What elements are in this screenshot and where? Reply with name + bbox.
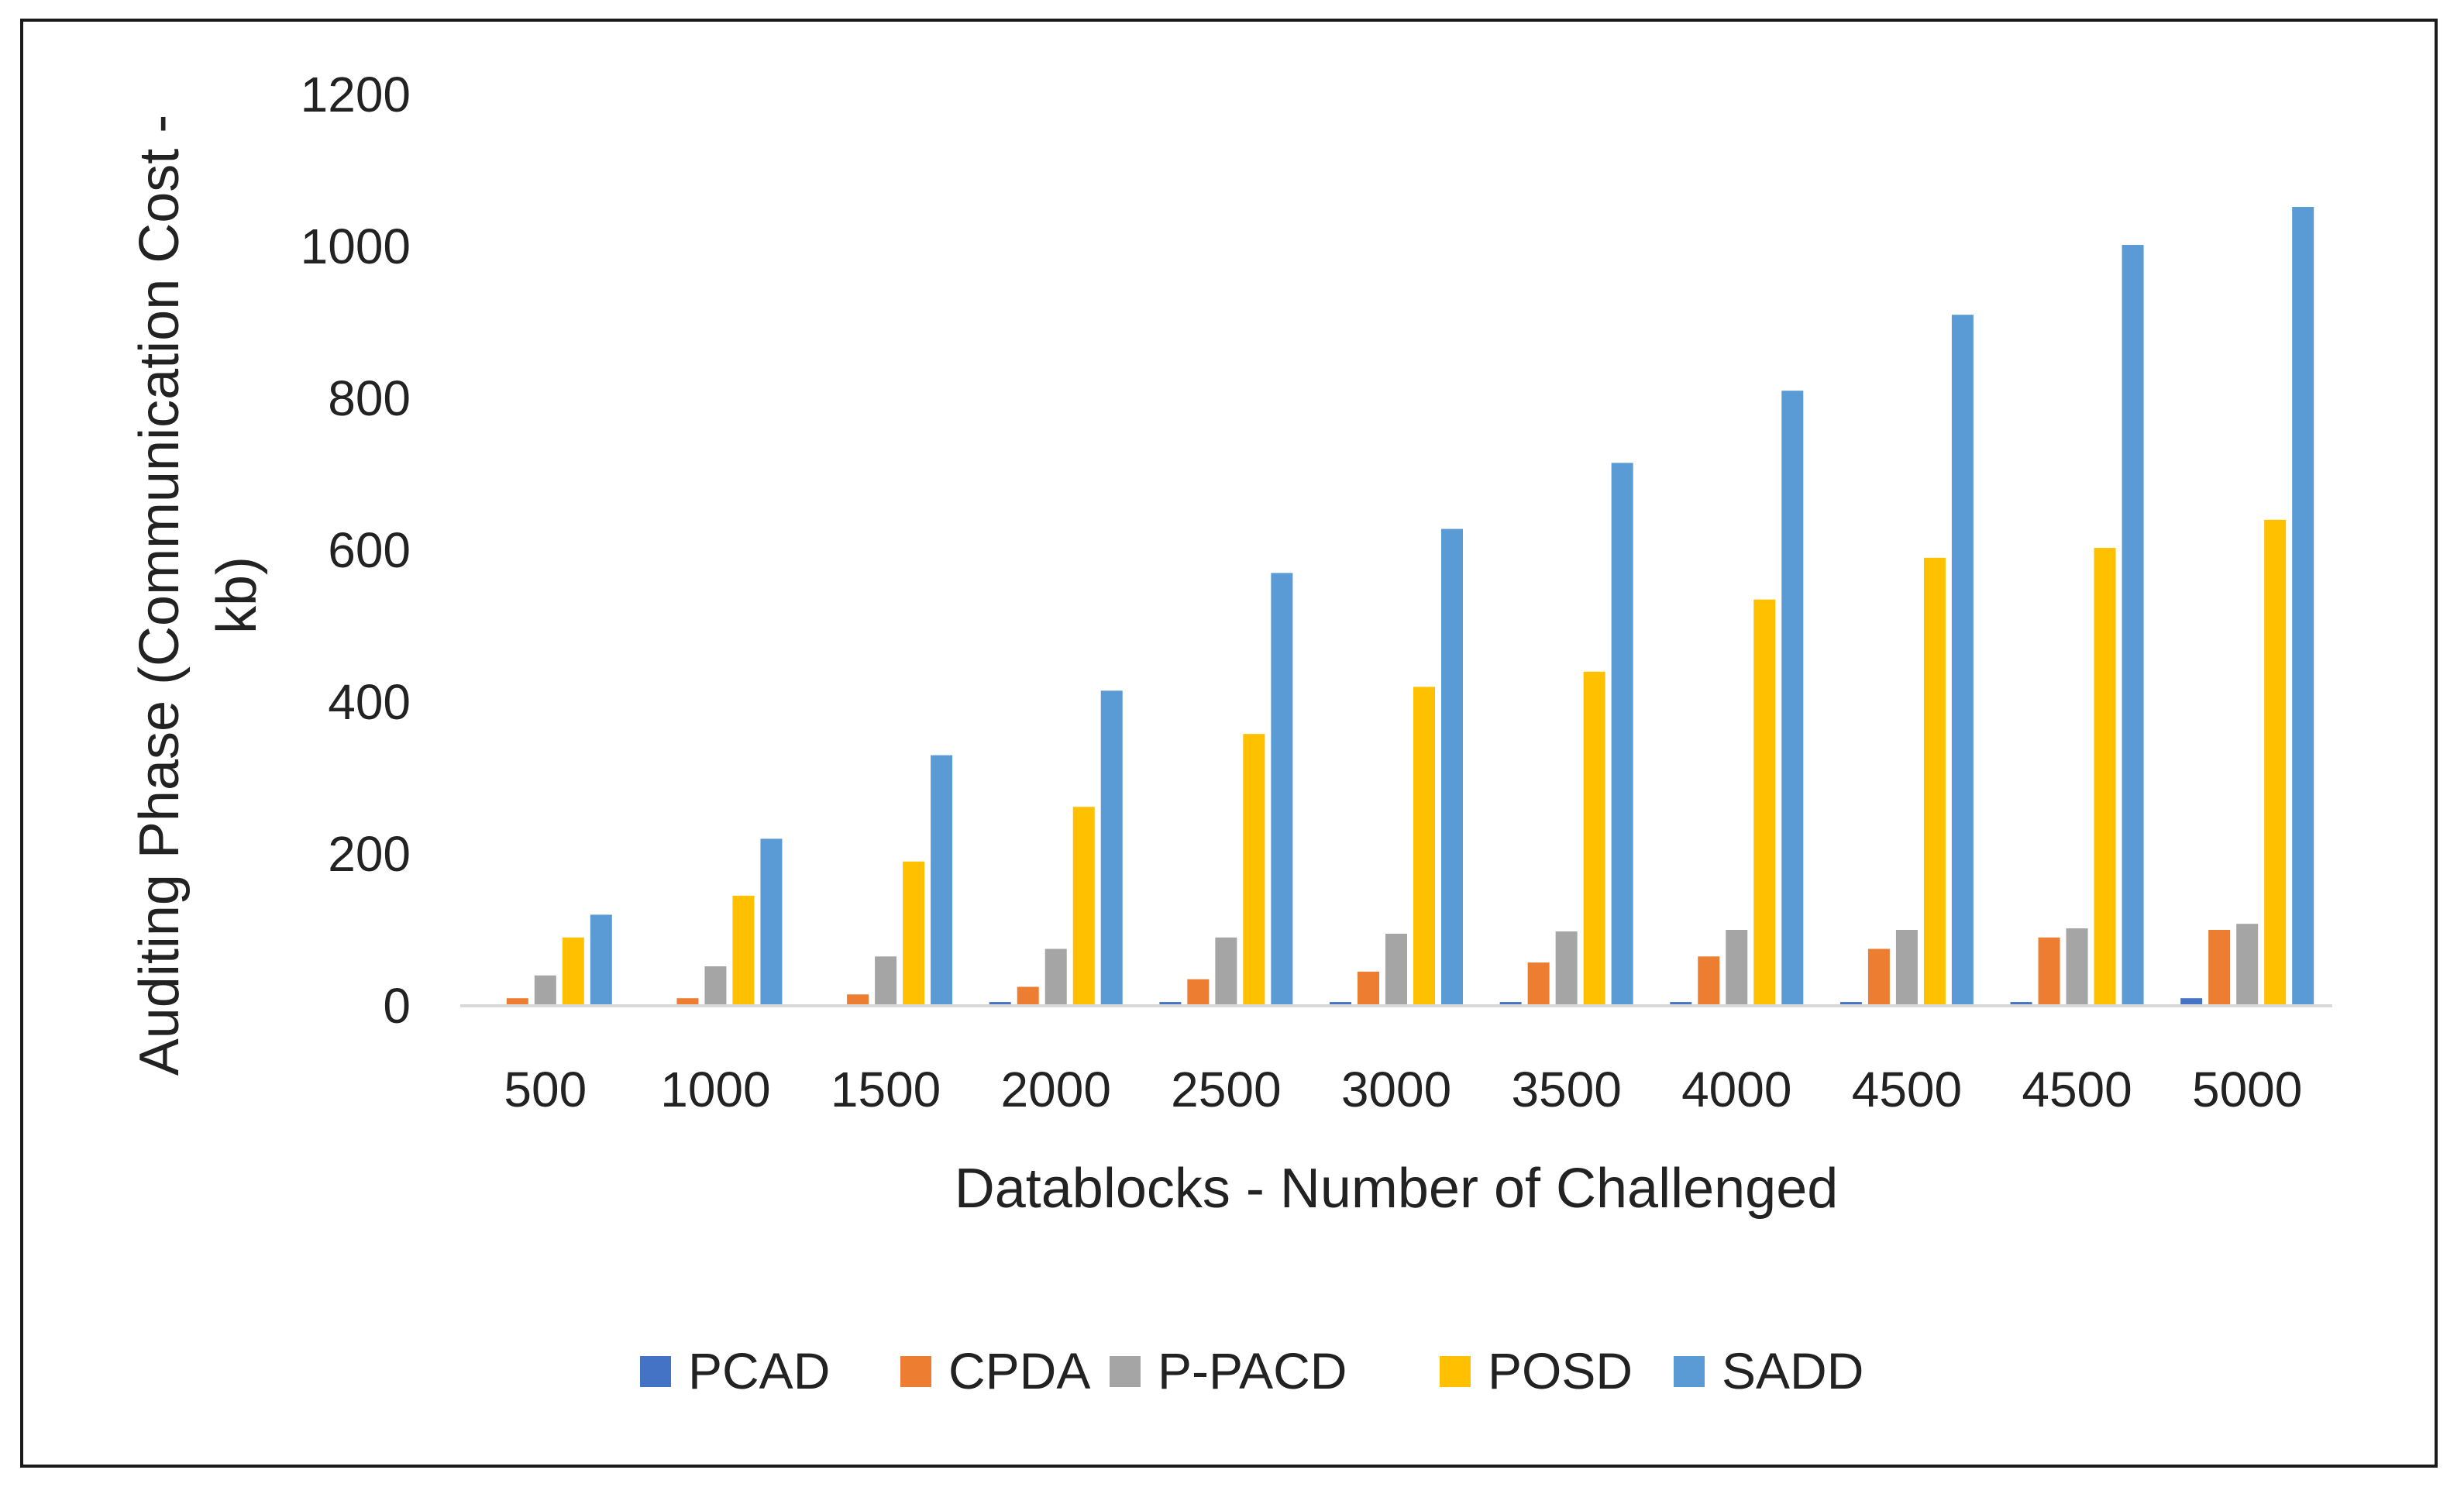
y-axis-title: Auditing Phase (Communication Cost - kb) bbox=[129, 115, 268, 1076]
bar-sadd-0 bbox=[590, 914, 612, 1006]
x-tick-label: 1500 bbox=[831, 1062, 941, 1117]
y-tick-label: 200 bbox=[328, 826, 411, 882]
bar-cpda-6 bbox=[1527, 962, 1550, 1006]
bar-cpda-7 bbox=[1698, 956, 1720, 1006]
x-tick-label: 4500 bbox=[1852, 1062, 1962, 1117]
bar-p-pacd-8 bbox=[1895, 930, 1918, 1006]
bar-p-pacd-1 bbox=[704, 966, 727, 1006]
bar-pcad-4 bbox=[1159, 1002, 1182, 1006]
y-tick-label: 1200 bbox=[301, 67, 411, 122]
x-axis-ticks: 500 1000 1500 2000 2500 3000 3500 4000 4500 4500 5… bbox=[504, 1062, 2302, 1117]
bar-pcad-10 bbox=[2180, 998, 2203, 1006]
bar-cpda-8 bbox=[1867, 948, 1890, 1006]
x-tick-label: 2000 bbox=[1001, 1062, 1111, 1117]
y-tick-label: 400 bbox=[328, 674, 411, 730]
x-tick-label: 4000 bbox=[1681, 1062, 1791, 1117]
bar-posd-4 bbox=[1243, 734, 1265, 1006]
bar-cpda-2 bbox=[847, 994, 869, 1006]
bar-pcad-7 bbox=[1670, 1002, 1692, 1006]
y-axis-ticks: 0 200 400 600 800 1000 1200 bbox=[301, 67, 411, 1034]
bar-posd-9 bbox=[2094, 548, 2116, 1006]
bar-sadd-2 bbox=[931, 755, 953, 1006]
x-tick-label: 3500 bbox=[1511, 1062, 1621, 1117]
legend-label-p-pacd: P-PACD bbox=[1158, 1342, 1347, 1399]
bar-sadd-1 bbox=[760, 838, 783, 1006]
bar-pcad-6 bbox=[1499, 1002, 1522, 1006]
legend-swatch-posd bbox=[1440, 1356, 1471, 1387]
bar-pcad-9 bbox=[2010, 1002, 2032, 1006]
bar-posd-0 bbox=[562, 937, 584, 1006]
bar-sadd-5 bbox=[1441, 528, 1463, 1006]
bar-posd-10 bbox=[2264, 519, 2287, 1006]
bar-cpda-4 bbox=[1187, 979, 1210, 1006]
legend-swatch-pcad bbox=[640, 1356, 671, 1387]
y-tick-label: 600 bbox=[328, 522, 411, 578]
bar-p-pacd-2 bbox=[875, 956, 897, 1006]
y-axis-title-line-1: Auditing Phase (Communication Cost - bbox=[129, 115, 191, 1076]
y-tick-label: 1000 bbox=[301, 219, 411, 274]
legend-label-sadd: SADD bbox=[1722, 1342, 1863, 1399]
legend-swatch-p-pacd bbox=[1110, 1356, 1141, 1387]
bar-p-pacd-6 bbox=[1555, 931, 1578, 1006]
legend-swatch-sadd bbox=[1674, 1356, 1705, 1387]
bar-cpda-9 bbox=[2038, 937, 2060, 1006]
bar-sadd-8 bbox=[1951, 315, 1974, 1006]
bar-posd-8 bbox=[1923, 557, 1946, 1006]
legend-label-cpda: CPDA bbox=[948, 1342, 1090, 1399]
legend-label-pcad: PCAD bbox=[688, 1342, 830, 1399]
bar-p-pacd-3 bbox=[1044, 948, 1067, 1006]
y-tick-label: 0 bbox=[383, 978, 411, 1034]
bar-sadd-6 bbox=[1611, 463, 1633, 1006]
x-tick-label: 4500 bbox=[2022, 1062, 2132, 1117]
bar-sadd-9 bbox=[2122, 245, 2144, 1006]
bar-p-pacd-0 bbox=[534, 975, 556, 1006]
legend: PCAD CPDA P-PACD POSD SADD bbox=[640, 1342, 1863, 1399]
chart-frame: Auditing Phase (Communication Cost - kb)… bbox=[20, 19, 2438, 1468]
x-axis-title: Datablocks - Number of Challenged bbox=[955, 1158, 1839, 1220]
bar-posd-3 bbox=[1072, 807, 1095, 1006]
bar-chart: Auditing Phase (Communication Cost - kb)… bbox=[129, 67, 2332, 1399]
bar-pcad-3 bbox=[989, 1002, 1011, 1006]
y-axis-title-line-2: kb) bbox=[206, 556, 268, 634]
bar-posd-1 bbox=[732, 895, 755, 1006]
bar-posd-5 bbox=[1413, 687, 1435, 1006]
x-tick-label: 500 bbox=[504, 1062, 587, 1117]
bar-p-pacd-10 bbox=[2236, 924, 2259, 1006]
bar-sadd-7 bbox=[1781, 391, 1804, 1006]
bar-posd-7 bbox=[1753, 599, 1776, 1006]
bar-pcad-5 bbox=[1330, 1002, 1351, 1006]
bar-sadd-4 bbox=[1271, 573, 1293, 1006]
y-tick-label: 800 bbox=[328, 370, 411, 426]
x-tick-label: 1000 bbox=[660, 1062, 770, 1117]
x-tick-label: 5000 bbox=[2192, 1062, 2302, 1117]
legend-swatch-cpda bbox=[900, 1356, 931, 1387]
bar-posd-6 bbox=[1583, 671, 1605, 1006]
bar-sadd-10 bbox=[2292, 207, 2314, 1006]
bar-p-pacd-4 bbox=[1215, 937, 1237, 1006]
x-tick-label: 2500 bbox=[1171, 1062, 1281, 1117]
x-tick-label: 3000 bbox=[1341, 1062, 1451, 1117]
bar-posd-2 bbox=[903, 861, 925, 1006]
bar-sadd-3 bbox=[1100, 690, 1123, 1006]
legend-label-posd: POSD bbox=[1488, 1342, 1633, 1399]
bar-pcad-8 bbox=[1839, 1002, 1862, 1006]
bar-marks bbox=[478, 207, 2314, 1006]
bar-p-pacd-9 bbox=[2066, 928, 2088, 1006]
bar-cpda-5 bbox=[1358, 971, 1379, 1006]
bar-p-pacd-5 bbox=[1385, 933, 1407, 1006]
bar-cpda-3 bbox=[1017, 986, 1039, 1006]
bar-p-pacd-7 bbox=[1726, 930, 1748, 1006]
bar-cpda-0 bbox=[506, 998, 528, 1006]
bar-cpda-1 bbox=[676, 998, 699, 1006]
bar-cpda-10 bbox=[2208, 930, 2231, 1006]
